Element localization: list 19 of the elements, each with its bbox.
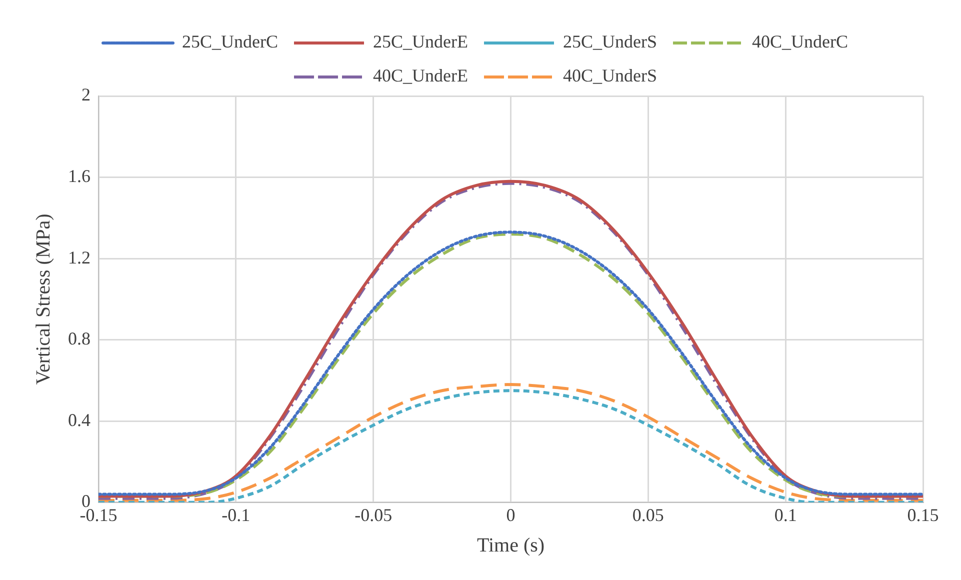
x-tick-label: 0 bbox=[506, 504, 516, 525]
x-tick-label: -0.1 bbox=[222, 504, 250, 525]
y-axis-title: Vertical Stress (MPa) bbox=[32, 214, 54, 385]
legend-label: 40C_UnderE bbox=[373, 66, 468, 86]
y-tick-label: 1.2 bbox=[68, 247, 90, 268]
legend-label: 25C_UnderC bbox=[182, 32, 278, 52]
legend-label: 25C_UnderE bbox=[373, 32, 468, 52]
x-tick-label: 0.15 bbox=[907, 504, 939, 525]
y-tick-label: 0.4 bbox=[68, 410, 90, 430]
y-tick-label: 2 bbox=[82, 84, 90, 105]
y-tick-label: 1.6 bbox=[68, 166, 90, 186]
x-axis-title: Time (s) bbox=[476, 534, 545, 556]
legend-label: 40C_UnderS bbox=[562, 66, 657, 86]
x-tick-label: -0.05 bbox=[354, 504, 392, 525]
legend-label: 25C_UnderS bbox=[562, 32, 657, 52]
x-tick-label: 0.05 bbox=[632, 504, 664, 525]
x-tick-label: 0.1 bbox=[774, 504, 797, 525]
y-tick-label: 0.8 bbox=[68, 328, 90, 349]
legend-label: 40C_UnderC bbox=[752, 32, 848, 52]
